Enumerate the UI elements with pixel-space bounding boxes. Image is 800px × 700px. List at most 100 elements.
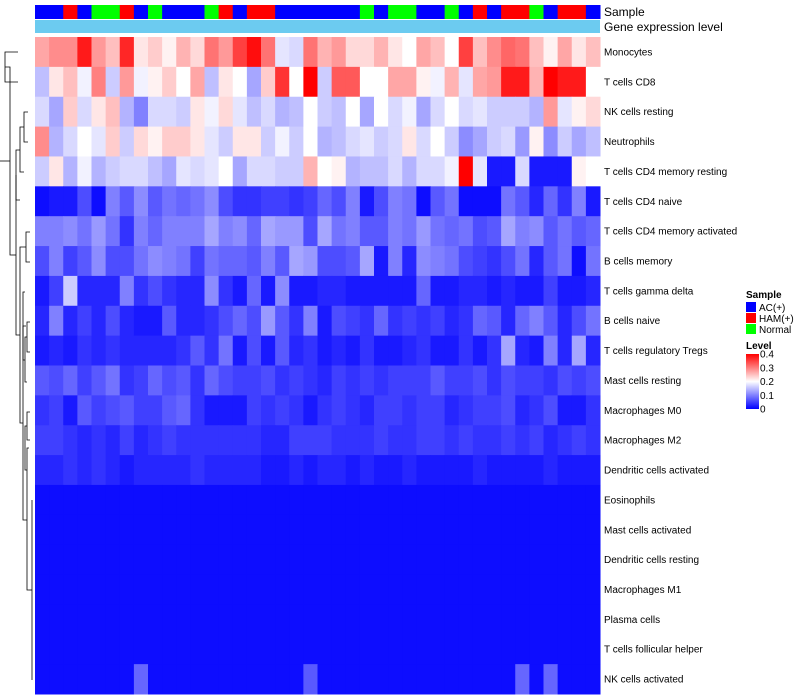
heatmap-cell	[430, 634, 446, 665]
sample-annotation-cell	[416, 5, 432, 19]
row-label: B cells naive	[604, 316, 661, 327]
heatmap-cell	[246, 66, 262, 98]
heatmap-cell	[232, 216, 248, 247]
heatmap-cell	[162, 484, 177, 516]
heatmap-cell	[289, 37, 304, 68]
sample-annotation-cell	[289, 5, 304, 19]
heatmap-cell	[218, 66, 234, 98]
heatmap-cell	[529, 544, 545, 576]
heatmap-cell	[487, 335, 502, 366]
heatmap-cell	[246, 186, 262, 217]
heatmap-cell	[458, 425, 474, 456]
heatmap-cell	[119, 246, 135, 277]
heatmap-cell	[388, 96, 403, 128]
heatmap-cell	[557, 126, 573, 157]
row-label: Dendritic cells activated	[604, 466, 709, 477]
heatmap-cell	[529, 365, 545, 396]
heatmap-cell	[148, 186, 163, 217]
heatmap-cell	[557, 335, 573, 366]
heatmap-cell	[331, 425, 347, 456]
heatmap-cell	[133, 574, 149, 605]
heatmap-cell	[275, 216, 290, 247]
heatmap-cell	[501, 664, 516, 695]
heatmap-cell	[571, 66, 587, 98]
heatmap-cell	[374, 66, 389, 98]
heatmap-cell	[77, 96, 93, 128]
heatmap-cell	[501, 484, 516, 516]
heatmap-cell	[416, 395, 432, 426]
heatmap-cell	[487, 365, 502, 396]
heatmap-cell	[585, 96, 601, 128]
heatmap-cell	[571, 395, 587, 426]
row-label: Macrophages M0	[604, 406, 682, 417]
heatmap-cell	[162, 604, 177, 635]
heatmap-cell	[49, 574, 64, 605]
heatmap-cell	[458, 335, 474, 366]
heatmap-cell	[430, 305, 446, 337]
heatmap-cell	[402, 156, 417, 187]
heatmap-cell	[487, 634, 502, 665]
heatmap-cell	[359, 275, 375, 307]
heatmap-cell	[119, 395, 135, 426]
heatmap-cell	[275, 305, 290, 337]
heatmap-cell	[303, 395, 319, 426]
heatmap-cell	[77, 604, 93, 635]
heatmap-cell	[63, 634, 78, 665]
heatmap-cell	[176, 544, 191, 576]
heatmap-cell	[261, 126, 276, 157]
heatmap-cell	[388, 425, 403, 456]
heatmap-cell	[261, 395, 276, 426]
heatmap-cell	[176, 96, 191, 128]
heatmap-cell	[543, 305, 559, 337]
heatmap-cell	[303, 246, 319, 277]
heatmap-cell	[232, 305, 248, 337]
heatmap-cell	[430, 514, 446, 546]
heatmap-cell	[472, 275, 488, 307]
sample-annotation-cell	[246, 5, 262, 19]
heatmap-cell	[232, 275, 248, 307]
heatmap-cell	[317, 305, 333, 337]
heatmap-cell	[317, 484, 333, 516]
heatmap-cell	[430, 66, 446, 98]
heatmap-cell	[289, 425, 304, 456]
heatmap-cell	[374, 514, 389, 546]
heatmap-cell	[374, 455, 389, 486]
legend: Sample AC(+)HAM(+)Normal Level 0.4 0.3 0.2…	[746, 290, 794, 416]
heatmap-cell	[444, 664, 460, 695]
heatmap-cell	[35, 305, 50, 337]
heatmap-cell	[261, 634, 276, 665]
heatmap-cell	[458, 365, 474, 396]
heatmap-cell	[501, 37, 516, 68]
heatmap-cell	[246, 574, 262, 605]
heatmap-cell	[77, 335, 93, 366]
sample-annotation-cell	[261, 5, 276, 19]
heatmap-cell	[289, 514, 304, 546]
heatmap-cell	[232, 335, 248, 366]
heatmap-cell	[232, 574, 248, 605]
heatmap-cell	[472, 305, 488, 337]
heatmap-cell	[77, 126, 93, 157]
heatmap-cell	[444, 305, 460, 337]
row-label: Macrophages M1	[604, 585, 682, 596]
heatmap-cell	[105, 455, 121, 486]
heatmap-cell	[162, 335, 177, 366]
heatmap-cell	[317, 186, 333, 217]
heatmap-cell	[458, 455, 474, 486]
heatmap-cell	[529, 514, 545, 546]
heatmap-cell	[49, 365, 64, 396]
heatmap-cell	[49, 186, 64, 217]
heatmap-cell	[374, 365, 389, 396]
heatmap-cell	[345, 634, 361, 665]
heatmap-cell	[317, 455, 333, 486]
heatmap-cell	[317, 544, 333, 576]
heatmap-cell	[458, 126, 474, 157]
heatmap-cell	[557, 664, 573, 695]
heatmap-cell	[63, 305, 78, 337]
heatmap-cell	[190, 514, 206, 546]
heatmap-cell	[430, 216, 446, 247]
heatmap-cell	[585, 216, 601, 247]
heatmap-cell	[557, 514, 573, 546]
heatmap-cell	[359, 365, 375, 396]
sample-annotation-cell	[133, 5, 149, 19]
heatmap-cell	[190, 574, 206, 605]
